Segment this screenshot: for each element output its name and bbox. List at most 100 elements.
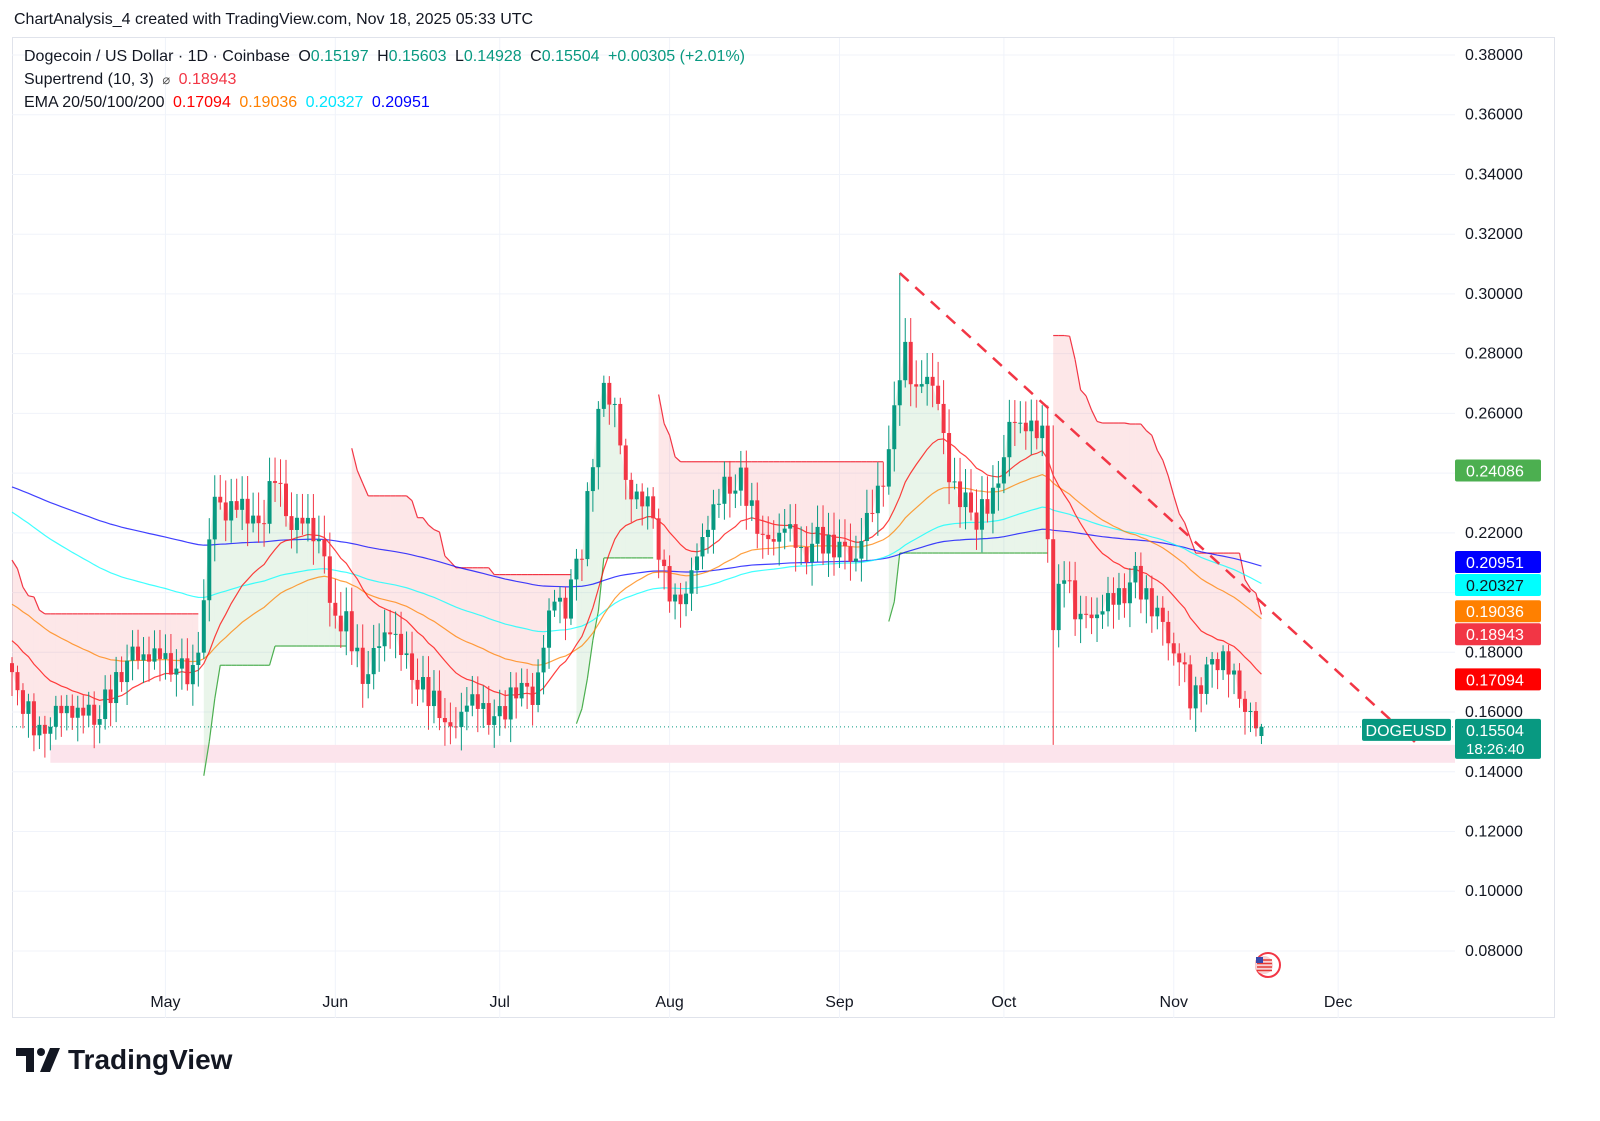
candle xyxy=(218,475,223,510)
supertrend-fill xyxy=(828,461,834,558)
legend-open: O0.15197 xyxy=(298,48,369,65)
candle xyxy=(689,557,694,611)
supertrend-down-line xyxy=(1091,409,1098,422)
candle xyxy=(519,668,524,707)
tradingview-logo[interactable]: TradingView xyxy=(16,1044,232,1076)
y-tick-label: 0.38000 xyxy=(1465,47,1523,64)
candle xyxy=(722,461,727,520)
supertrend-fill xyxy=(1020,422,1026,554)
supertrend-fill xyxy=(264,481,270,666)
supertrend-fill xyxy=(423,517,429,707)
candle-body xyxy=(75,707,80,718)
candle xyxy=(1144,575,1149,624)
supertrend-name[interactable]: Supertrend (10, 3) xyxy=(24,71,154,88)
supertrend-fill xyxy=(286,516,292,647)
candle xyxy=(37,716,42,750)
supertrend-fill xyxy=(1201,553,1207,694)
candle-body xyxy=(300,517,305,524)
candle xyxy=(81,695,86,734)
supertrend-fill xyxy=(33,596,40,736)
candle-body xyxy=(388,632,393,635)
supertrend-fill xyxy=(1025,420,1032,554)
candle-body xyxy=(59,705,64,714)
candle xyxy=(1133,552,1138,599)
candle-body xyxy=(1001,457,1006,484)
legend-symbol[interactable]: Dogecoin / US Dollar · 1D · Coinbase xyxy=(24,48,290,65)
candle xyxy=(300,493,305,535)
candle-body xyxy=(130,646,135,661)
candle xyxy=(119,656,124,692)
supertrend-fill xyxy=(510,574,517,699)
supertrend-fill xyxy=(444,556,451,727)
supertrend-fill xyxy=(225,501,232,666)
candle-body xyxy=(1122,588,1127,604)
supertrend-fill xyxy=(417,517,423,690)
candle-body xyxy=(908,341,913,385)
supertrend-fill xyxy=(549,574,555,611)
supertrend-up-line xyxy=(893,552,901,602)
candle xyxy=(174,649,179,697)
flag-canton xyxy=(1256,957,1263,963)
axis-price-label-text: 0.18943 xyxy=(1466,627,1524,644)
candle-body xyxy=(837,541,842,558)
candle xyxy=(305,494,310,542)
candle-body xyxy=(1051,539,1056,631)
candle xyxy=(842,519,847,570)
candle-body xyxy=(366,674,371,684)
candle-body xyxy=(536,672,541,705)
axis-price-label-bg xyxy=(1455,459,1541,482)
supertrend-fill xyxy=(379,495,385,647)
candle-body xyxy=(930,376,935,386)
candle xyxy=(914,360,919,408)
supertrend-fill xyxy=(488,567,495,725)
supertrend-down-line xyxy=(1151,435,1158,451)
supertrend-fill xyxy=(12,560,18,691)
supertrend-fill xyxy=(258,523,265,666)
candle-body xyxy=(919,384,924,387)
supertrend-fill xyxy=(877,461,884,487)
supertrend-fill xyxy=(762,461,769,540)
supertrend-fill xyxy=(844,461,851,562)
supertrend-down-line xyxy=(1140,423,1147,431)
candle-body xyxy=(377,646,382,648)
candle-body xyxy=(185,658,190,685)
supertrend-down-line xyxy=(658,394,665,424)
candle xyxy=(75,695,80,742)
candle xyxy=(656,508,661,579)
supertrend-fill xyxy=(384,495,391,635)
candle-body xyxy=(618,403,623,446)
x-tick-label: Jul xyxy=(489,994,509,1011)
candle-body xyxy=(568,579,573,619)
ema-name[interactable]: EMA 20/50/100/200 xyxy=(24,94,165,111)
candle xyxy=(958,457,963,528)
supertrend-fill xyxy=(1129,424,1136,583)
supertrend-fill xyxy=(631,491,637,558)
support-zone xyxy=(50,744,1456,763)
candle-body xyxy=(1166,621,1171,644)
legend-close: C0.15504 xyxy=(530,48,600,65)
candle xyxy=(53,695,58,740)
candle xyxy=(612,397,617,428)
supertrend-down-line xyxy=(444,555,451,563)
candle xyxy=(936,361,941,411)
candle-body xyxy=(711,504,716,530)
supertrend-fill xyxy=(176,613,182,669)
candle-body xyxy=(1023,422,1028,432)
supertrend-fill xyxy=(472,567,478,709)
ema200-value: 0.20951 xyxy=(371,94,430,111)
candle xyxy=(673,583,678,620)
supertrend-fill xyxy=(390,495,396,635)
candle xyxy=(492,699,497,748)
candle xyxy=(848,523,853,581)
supertrend-up-line xyxy=(268,645,276,666)
supertrend-fill xyxy=(275,482,281,647)
candle-body xyxy=(969,492,973,513)
candle-body xyxy=(31,701,36,736)
candle-body xyxy=(634,491,639,500)
candle-body xyxy=(958,481,963,508)
candle xyxy=(1253,702,1258,737)
supertrend-fill xyxy=(527,574,533,705)
candle xyxy=(837,519,842,568)
